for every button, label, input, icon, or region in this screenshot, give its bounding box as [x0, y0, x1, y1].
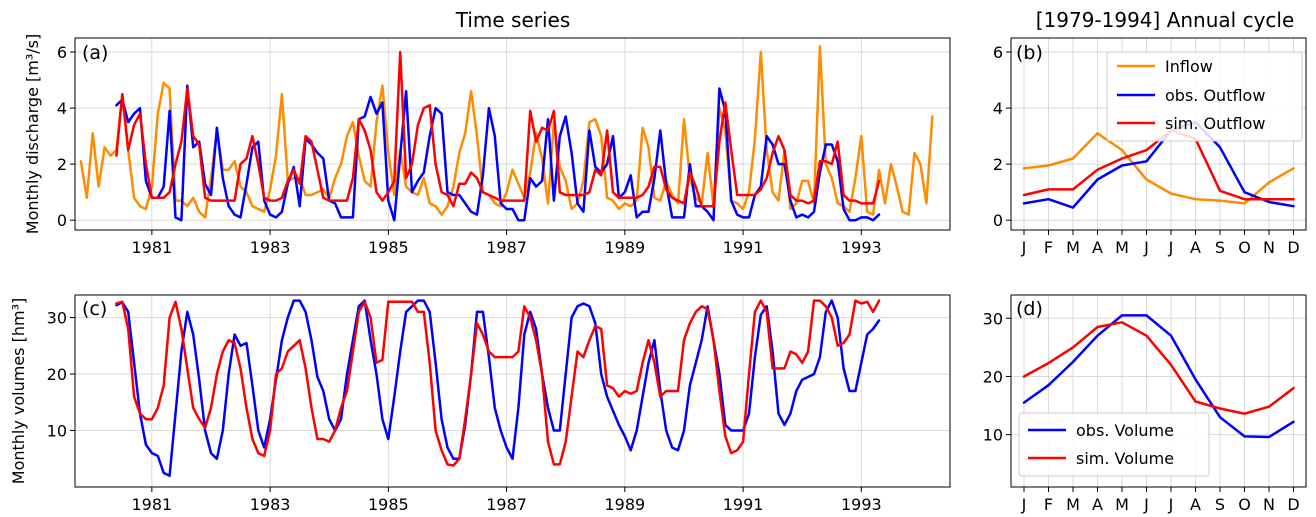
- x-tick-label: S: [1215, 238, 1225, 257]
- x-tick-label: 1991: [723, 238, 764, 257]
- x-tick-label: 1983: [250, 495, 291, 514]
- x-tick-label: S: [1215, 495, 1225, 514]
- y-tick-label: 0: [993, 211, 1003, 230]
- y-tick-label: 0: [57, 211, 67, 230]
- x-tick-label: A: [1092, 238, 1103, 257]
- x-tick-label: 1993: [841, 495, 882, 514]
- panel-b-legend: Inflow obs. Outflow sim. Outflow: [1106, 51, 1303, 142]
- panel-a-series: [79, 45, 934, 222]
- x-tick-label: M: [1066, 238, 1080, 257]
- series-line-obs: [1022, 314, 1295, 439]
- series-line-sim: [115, 50, 881, 208]
- x-tick-label: M: [1115, 495, 1129, 514]
- panel-c-series: [115, 299, 881, 477]
- panel-c-label: (c): [82, 298, 107, 320]
- x-tick-label: N: [1263, 238, 1275, 257]
- x-tick-label: M: [1115, 238, 1129, 257]
- panel-a-label: (a): [82, 42, 108, 64]
- panel-d-legend-box: [1018, 412, 1210, 477]
- x-tick-label: 1985: [368, 238, 409, 257]
- x-tick-label: J: [1168, 495, 1174, 514]
- x-tick-label: 1981: [131, 495, 172, 514]
- legend-label-obs-volume: obs. Volume: [1076, 421, 1174, 440]
- panel-b-legend-box: [1106, 51, 1303, 142]
- series-line-sim: [115, 299, 881, 467]
- x-tick-label: 1987: [486, 238, 527, 257]
- panel-b-frame: [1010, 37, 1307, 231]
- panel-a-ticks: 1981 1983 1985 1987 1989 1991 1993 0 2 4 6: [57, 43, 882, 257]
- x-tick-label: 1983: [250, 238, 291, 257]
- y-tick-label: 4: [993, 99, 1003, 118]
- y-tick-label: 20: [47, 365, 67, 384]
- series-line-obs: [115, 299, 881, 477]
- x-tick-label: 1985: [368, 495, 409, 514]
- y-tick-label: 6: [993, 43, 1003, 62]
- panel-d-legend: obs. Volume sim. Volume: [1018, 412, 1210, 477]
- x-tick-label: D: [1287, 495, 1299, 514]
- series-line-inflow: [1022, 132, 1295, 205]
- panel-c-ticks: 1981 1983 1985 1987 1989 1991 1993 10 20 30: [47, 309, 882, 514]
- y-tick-label: 10: [47, 422, 67, 441]
- y-tick-label: 10: [983, 426, 1003, 445]
- y-tick-label: 30: [47, 309, 67, 328]
- x-tick-label: 1993: [841, 238, 882, 257]
- legend-label-inflow: Inflow: [1165, 57, 1213, 76]
- x-tick-label: 1981: [131, 238, 172, 257]
- x-tick-label: M: [1066, 495, 1080, 514]
- x-tick-label: O: [1238, 238, 1251, 257]
- panel-c-frame: [74, 294, 951, 488]
- x-tick-label: J: [1021, 495, 1027, 514]
- panel-c: 1981 1983 1985 1987 1989 1991 1993 10 20 30 (c) M…: [9, 294, 951, 514]
- x-tick-label: A: [1190, 238, 1201, 257]
- x-tick-label: J: [1143, 238, 1149, 257]
- panel-d-label: (d): [1016, 298, 1043, 320]
- y-tick-label: 2: [993, 155, 1003, 174]
- x-tick-label: 1987: [486, 495, 527, 514]
- series-line-obs: [1022, 120, 1295, 209]
- y-tick-label: 6: [57, 43, 67, 62]
- x-tick-label: A: [1190, 495, 1201, 514]
- panel-a: 1981 1983 1985 1987 1989 1991 1993 0 2 4 6 (a) Mon…: [23, 34, 951, 257]
- legend-label-sim-volume: sim. Volume: [1076, 449, 1174, 468]
- x-tick-label: F: [1044, 495, 1053, 514]
- x-tick-label: N: [1263, 495, 1275, 514]
- x-tick-label: 1989: [604, 495, 645, 514]
- x-tick-label: J: [1021, 238, 1027, 257]
- panel-a-frame: [74, 37, 951, 231]
- y-tick-label: 20: [983, 367, 1003, 386]
- panel-c-ylabel: Monthly volumes [hm³]: [9, 298, 28, 484]
- legend-label-obs-outflow: obs. Outflow: [1165, 86, 1265, 105]
- y-tick-label: 30: [983, 309, 1003, 328]
- x-tick-label: F: [1044, 238, 1053, 257]
- x-tick-label: J: [1168, 238, 1174, 257]
- series-line-sim: [1022, 321, 1295, 415]
- panel-a-grid: [75, 38, 950, 230]
- y-tick-label: 4: [57, 99, 67, 118]
- y-tick-label: 2: [57, 155, 67, 174]
- series-line-obs: [115, 84, 881, 222]
- x-tick-label: O: [1238, 495, 1251, 514]
- title-annual-cycle: [1979-1994] Annual cycle: [1036, 8, 1295, 32]
- panel-b-label: (b): [1016, 42, 1043, 64]
- x-tick-label: 1991: [723, 495, 764, 514]
- title-time-series: Time series: [455, 8, 571, 32]
- legend-label-sim-outflow: sim. Outflow: [1165, 114, 1266, 133]
- panel-d-series: [1022, 314, 1295, 439]
- x-tick-label: 1989: [604, 238, 645, 257]
- panel-a-ylabel: Monthly discharge [m³/s]: [23, 34, 42, 234]
- x-tick-label: J: [1143, 495, 1149, 514]
- x-tick-label: A: [1092, 495, 1103, 514]
- panel-d-frame: [1010, 294, 1307, 488]
- x-tick-label: D: [1287, 238, 1299, 257]
